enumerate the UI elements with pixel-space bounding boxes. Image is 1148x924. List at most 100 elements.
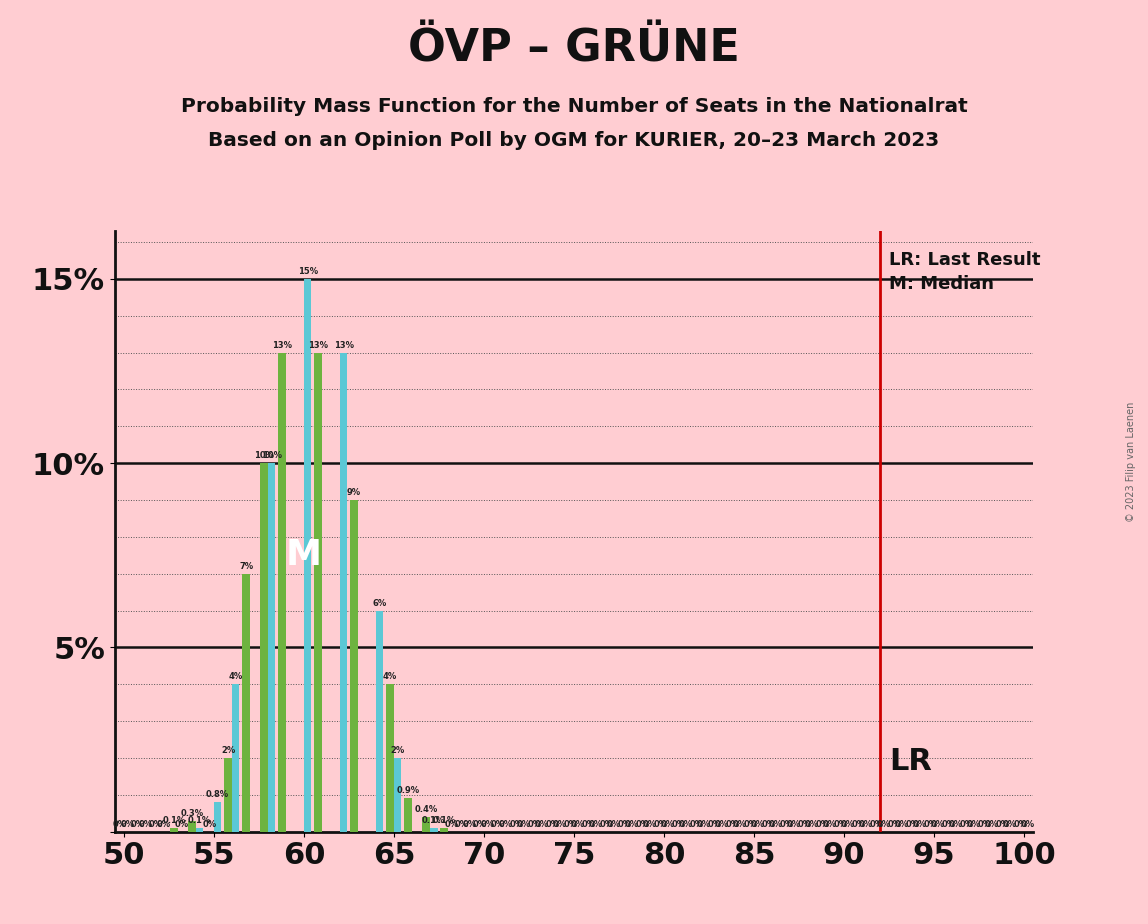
Text: 0.8%: 0.8% bbox=[205, 790, 230, 799]
Text: 0%: 0% bbox=[906, 820, 920, 829]
Text: 0%: 0% bbox=[697, 820, 711, 829]
Text: 0%: 0% bbox=[877, 820, 891, 829]
Text: M: M bbox=[286, 539, 321, 572]
Bar bbox=[350, 500, 358, 832]
Bar bbox=[232, 684, 240, 832]
Text: 0%: 0% bbox=[672, 820, 685, 829]
Text: 0%: 0% bbox=[498, 820, 513, 829]
Text: 9%: 9% bbox=[347, 488, 362, 497]
Text: 15%: 15% bbox=[297, 267, 318, 276]
Text: 0%: 0% bbox=[761, 820, 775, 829]
Text: 0%: 0% bbox=[869, 820, 884, 829]
Text: 0%: 0% bbox=[852, 820, 866, 829]
Text: 7%: 7% bbox=[239, 562, 254, 571]
Text: 0%: 0% bbox=[545, 820, 559, 829]
Text: 0.1%: 0.1% bbox=[188, 816, 211, 825]
Text: 0%: 0% bbox=[625, 820, 639, 829]
Text: 0%: 0% bbox=[113, 820, 127, 829]
Bar bbox=[340, 353, 348, 832]
Text: 2%: 2% bbox=[390, 746, 405, 755]
Bar bbox=[214, 802, 222, 832]
Text: 0%: 0% bbox=[977, 820, 992, 829]
Text: 0%: 0% bbox=[643, 820, 657, 829]
Text: 0%: 0% bbox=[941, 820, 955, 829]
Text: ÖVP – GRÜNE: ÖVP – GRÜNE bbox=[408, 28, 740, 71]
Text: 10%: 10% bbox=[254, 451, 274, 460]
Text: 6%: 6% bbox=[373, 599, 387, 608]
Text: 0%: 0% bbox=[726, 820, 739, 829]
Bar bbox=[394, 758, 402, 832]
Text: 0%: 0% bbox=[805, 820, 819, 829]
Text: 0%: 0% bbox=[455, 820, 470, 829]
Text: 0%: 0% bbox=[599, 820, 613, 829]
Text: © 2023 Filip van Laenen: © 2023 Filip van Laenen bbox=[1126, 402, 1135, 522]
Text: 0%: 0% bbox=[149, 820, 163, 829]
Bar bbox=[404, 798, 412, 832]
Text: 0%: 0% bbox=[509, 820, 523, 829]
Text: 0%: 0% bbox=[769, 820, 783, 829]
Text: 0.1%: 0.1% bbox=[433, 816, 456, 825]
Text: 0%: 0% bbox=[564, 820, 577, 829]
Text: 0.1%: 0.1% bbox=[422, 816, 445, 825]
Text: 0%: 0% bbox=[859, 820, 872, 829]
Text: 0%: 0% bbox=[678, 820, 693, 829]
Text: 13%: 13% bbox=[308, 341, 328, 349]
Text: 0%: 0% bbox=[607, 820, 621, 829]
Bar bbox=[242, 574, 250, 832]
Text: 0%: 0% bbox=[823, 820, 837, 829]
Text: 0%: 0% bbox=[995, 820, 1009, 829]
Text: 0%: 0% bbox=[786, 820, 801, 829]
Text: 0.9%: 0.9% bbox=[396, 786, 420, 796]
Bar bbox=[422, 817, 430, 832]
Text: 0%: 0% bbox=[751, 820, 765, 829]
Text: 0%: 0% bbox=[174, 820, 188, 829]
Text: 10%: 10% bbox=[262, 451, 281, 460]
Text: 0.1%: 0.1% bbox=[162, 816, 186, 825]
Text: 0%: 0% bbox=[967, 820, 982, 829]
Text: 0%: 0% bbox=[552, 820, 567, 829]
Text: 0%: 0% bbox=[887, 820, 901, 829]
Bar bbox=[315, 353, 321, 832]
Text: 0%: 0% bbox=[571, 820, 584, 829]
Text: 0%: 0% bbox=[931, 820, 945, 829]
Bar bbox=[196, 828, 203, 832]
Text: 0%: 0% bbox=[481, 820, 495, 829]
Bar bbox=[441, 828, 448, 832]
Text: 0%: 0% bbox=[635, 820, 650, 829]
Text: LR: Last Result: LR: Last Result bbox=[890, 251, 1040, 269]
Bar bbox=[267, 463, 276, 832]
Text: 0%: 0% bbox=[491, 820, 505, 829]
Text: 0%: 0% bbox=[463, 820, 476, 829]
Text: 4%: 4% bbox=[228, 673, 242, 681]
Text: 0%: 0% bbox=[815, 820, 829, 829]
Text: 0%: 0% bbox=[444, 820, 459, 829]
Text: 0%: 0% bbox=[985, 820, 999, 829]
Text: 0%: 0% bbox=[473, 820, 487, 829]
Text: 0%: 0% bbox=[618, 820, 631, 829]
Text: 0%: 0% bbox=[589, 820, 603, 829]
Text: 0%: 0% bbox=[517, 820, 530, 829]
Text: 0%: 0% bbox=[156, 820, 171, 829]
Bar bbox=[278, 353, 286, 832]
Bar bbox=[224, 758, 232, 832]
Text: 2%: 2% bbox=[220, 746, 235, 755]
Text: 0.3%: 0.3% bbox=[180, 808, 203, 818]
Bar bbox=[188, 821, 196, 832]
Text: 0%: 0% bbox=[1021, 820, 1035, 829]
Text: LR: LR bbox=[890, 748, 932, 776]
Text: 0%: 0% bbox=[1014, 820, 1027, 829]
Text: 4%: 4% bbox=[383, 673, 397, 681]
Text: 0%: 0% bbox=[527, 820, 541, 829]
Text: 0%: 0% bbox=[131, 820, 145, 829]
Text: 13%: 13% bbox=[272, 341, 292, 349]
Text: 0%: 0% bbox=[661, 820, 675, 829]
Text: 0%: 0% bbox=[949, 820, 963, 829]
Text: 0%: 0% bbox=[581, 820, 596, 829]
Bar bbox=[430, 828, 437, 832]
Text: 0%: 0% bbox=[833, 820, 847, 829]
Text: M: Median: M: Median bbox=[890, 275, 994, 293]
Bar bbox=[261, 463, 267, 832]
Text: 0%: 0% bbox=[840, 820, 855, 829]
Bar bbox=[170, 828, 178, 832]
Text: 0%: 0% bbox=[732, 820, 747, 829]
